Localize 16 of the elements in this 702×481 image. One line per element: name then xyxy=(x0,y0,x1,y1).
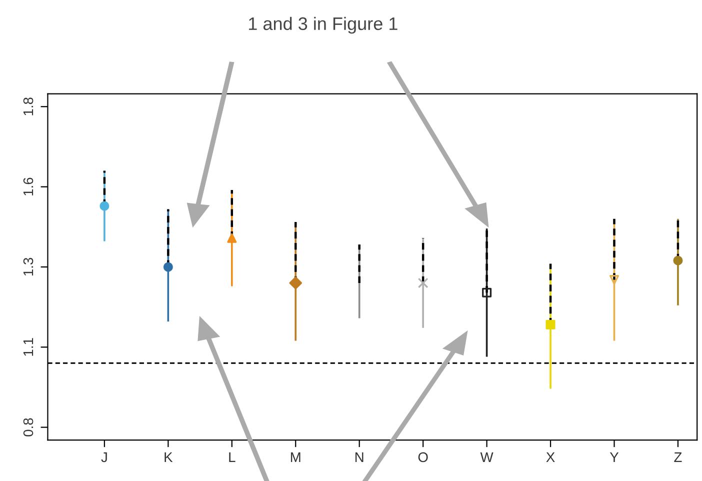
x-tick-label: K xyxy=(164,452,173,462)
x-tick-label: J xyxy=(101,452,107,462)
x-tick-label: O xyxy=(418,452,428,462)
y-tick-label: 0.8 xyxy=(23,418,34,436)
x-tick-label: L xyxy=(229,452,236,462)
x-tick-label: N xyxy=(355,452,364,462)
x-tick-label: X xyxy=(546,452,555,462)
y-tick-label: 1.6 xyxy=(23,178,34,196)
y-tick-label: 1.3 xyxy=(23,258,34,276)
x-tick-label: Z xyxy=(674,452,682,462)
x-tick-label: Y xyxy=(610,452,619,462)
x-tick-label: W xyxy=(480,452,494,462)
y-tick-label: 1.1 xyxy=(23,338,34,356)
y-tick-label: 1.8 xyxy=(23,98,34,116)
text: 1 and 3 in Figure 1 xyxy=(249,16,398,34)
x-tick-label: M xyxy=(290,452,300,462)
